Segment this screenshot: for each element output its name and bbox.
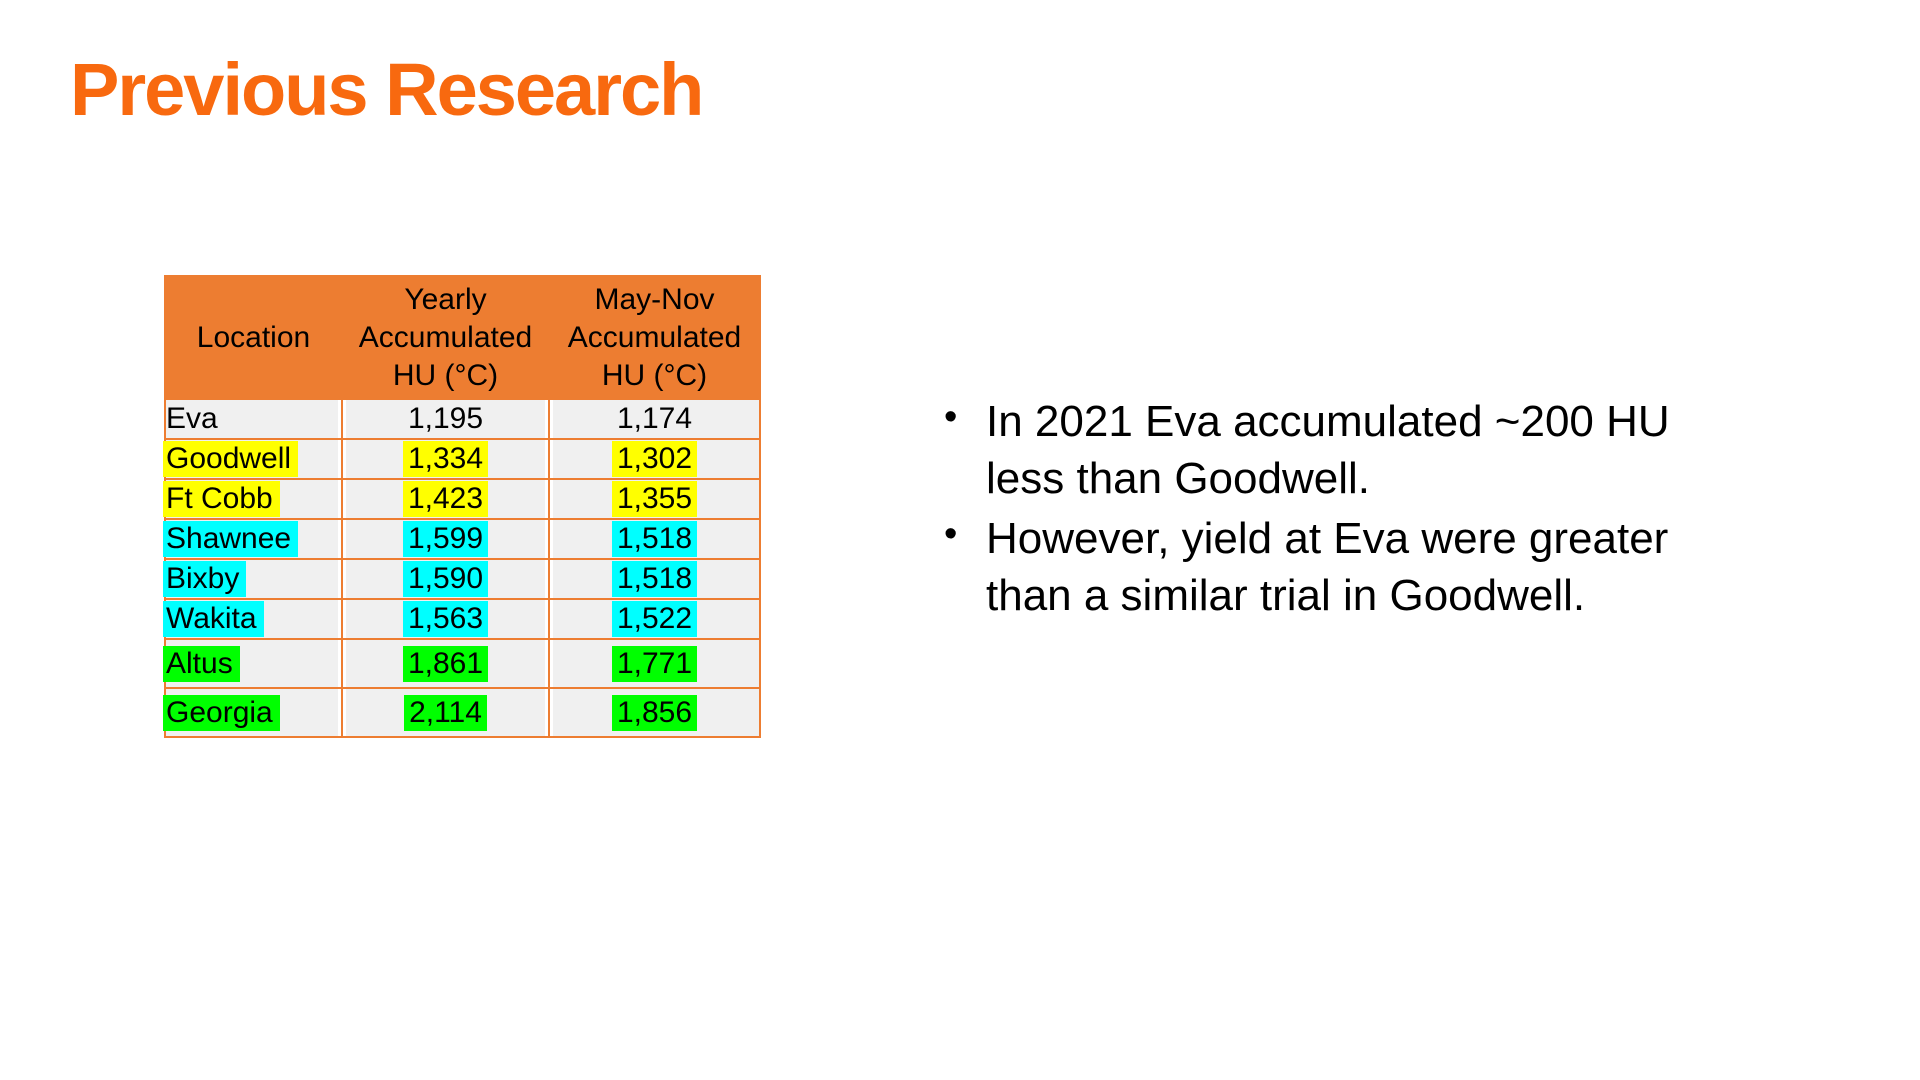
maynov-hu-cell: 1,302 bbox=[611, 441, 698, 477]
yearly-hu-cell: 1,334 bbox=[402, 441, 489, 477]
bullet-text-line: than a similar trial in Goodwell. bbox=[986, 571, 1586, 620]
table-row: Altus 1,861 1,771 bbox=[163, 638, 761, 689]
bullet-list: • In 2021 Eva accumulated ~200 HU less t… bbox=[942, 393, 1722, 624]
location-cell: Altus bbox=[163, 645, 240, 682]
maynov-hu-cell: 1,522 bbox=[611, 601, 698, 637]
table-row: Goodwell 1,334 1,302 bbox=[163, 438, 761, 480]
location-cell: Goodwell bbox=[163, 441, 299, 477]
bullet-icon: • bbox=[944, 513, 958, 555]
location-cell: Ft Cobb bbox=[163, 481, 280, 517]
maynov-hu-cell: 1,355 bbox=[611, 481, 698, 517]
column-header-maynov-hu: May-Nov Accumulated HU (°C) bbox=[548, 275, 761, 400]
maynov-hu-cell: 1,518 bbox=[611, 521, 698, 557]
yearly-hu-cell: 1,590 bbox=[402, 561, 489, 597]
heat-units-table: Location Yearly Accumulated HU (°C) May-… bbox=[163, 275, 761, 738]
maynov-hu-cell: 1,771 bbox=[611, 645, 698, 682]
location-cell: Georgia bbox=[163, 694, 280, 731]
location-cell: Shawnee bbox=[163, 521, 299, 557]
location-cell: Bixby bbox=[163, 561, 247, 597]
yearly-hu-cell: 1,563 bbox=[402, 601, 489, 637]
table-row: Ft Cobb 1,423 1,355 bbox=[163, 478, 761, 520]
location-cell: Wakita bbox=[163, 601, 264, 637]
column-header-yearly-hu: Yearly Accumulated HU (°C) bbox=[341, 275, 550, 400]
table-row: Eva 1,195 1,174 bbox=[164, 398, 761, 440]
list-item: • In 2021 Eva accumulated ~200 HU less t… bbox=[942, 393, 1722, 507]
yearly-hu-cell: 1,861 bbox=[402, 645, 489, 682]
maynov-hu-cell: 1,518 bbox=[611, 561, 698, 597]
bullet-text-line: However, yield at Eva were greater bbox=[986, 514, 1669, 563]
bullet-text-line: In 2021 Eva accumulated ~200 HU bbox=[986, 397, 1670, 446]
maynov-hu-cell: 1,856 bbox=[611, 694, 698, 731]
table-row: Georgia 2,114 1,856 bbox=[163, 687, 761, 738]
bullet-icon: • bbox=[944, 396, 958, 438]
table-row: Bixby 1,590 1,518 bbox=[163, 558, 761, 600]
yearly-hu-cell: 1,423 bbox=[402, 481, 489, 517]
table-row: Shawnee 1,599 1,518 bbox=[163, 518, 761, 560]
yearly-hu-cell: 1,195 bbox=[407, 402, 484, 435]
list-item: • However, yield at Eva were greater tha… bbox=[942, 510, 1722, 624]
yearly-hu-cell: 1,599 bbox=[402, 521, 489, 557]
page-title: Previous Research bbox=[70, 48, 704, 131]
yearly-hu-cell: 2,114 bbox=[404, 694, 487, 731]
column-header-location: Location bbox=[164, 275, 343, 400]
maynov-hu-cell: 1,174 bbox=[616, 402, 693, 435]
location-cell: Eva bbox=[166, 402, 218, 435]
table-header-row: Location Yearly Accumulated HU (°C) May-… bbox=[164, 275, 761, 400]
table-row: Wakita 1,563 1,522 bbox=[163, 598, 761, 640]
bullet-text-line: less than Goodwell. bbox=[986, 454, 1370, 503]
